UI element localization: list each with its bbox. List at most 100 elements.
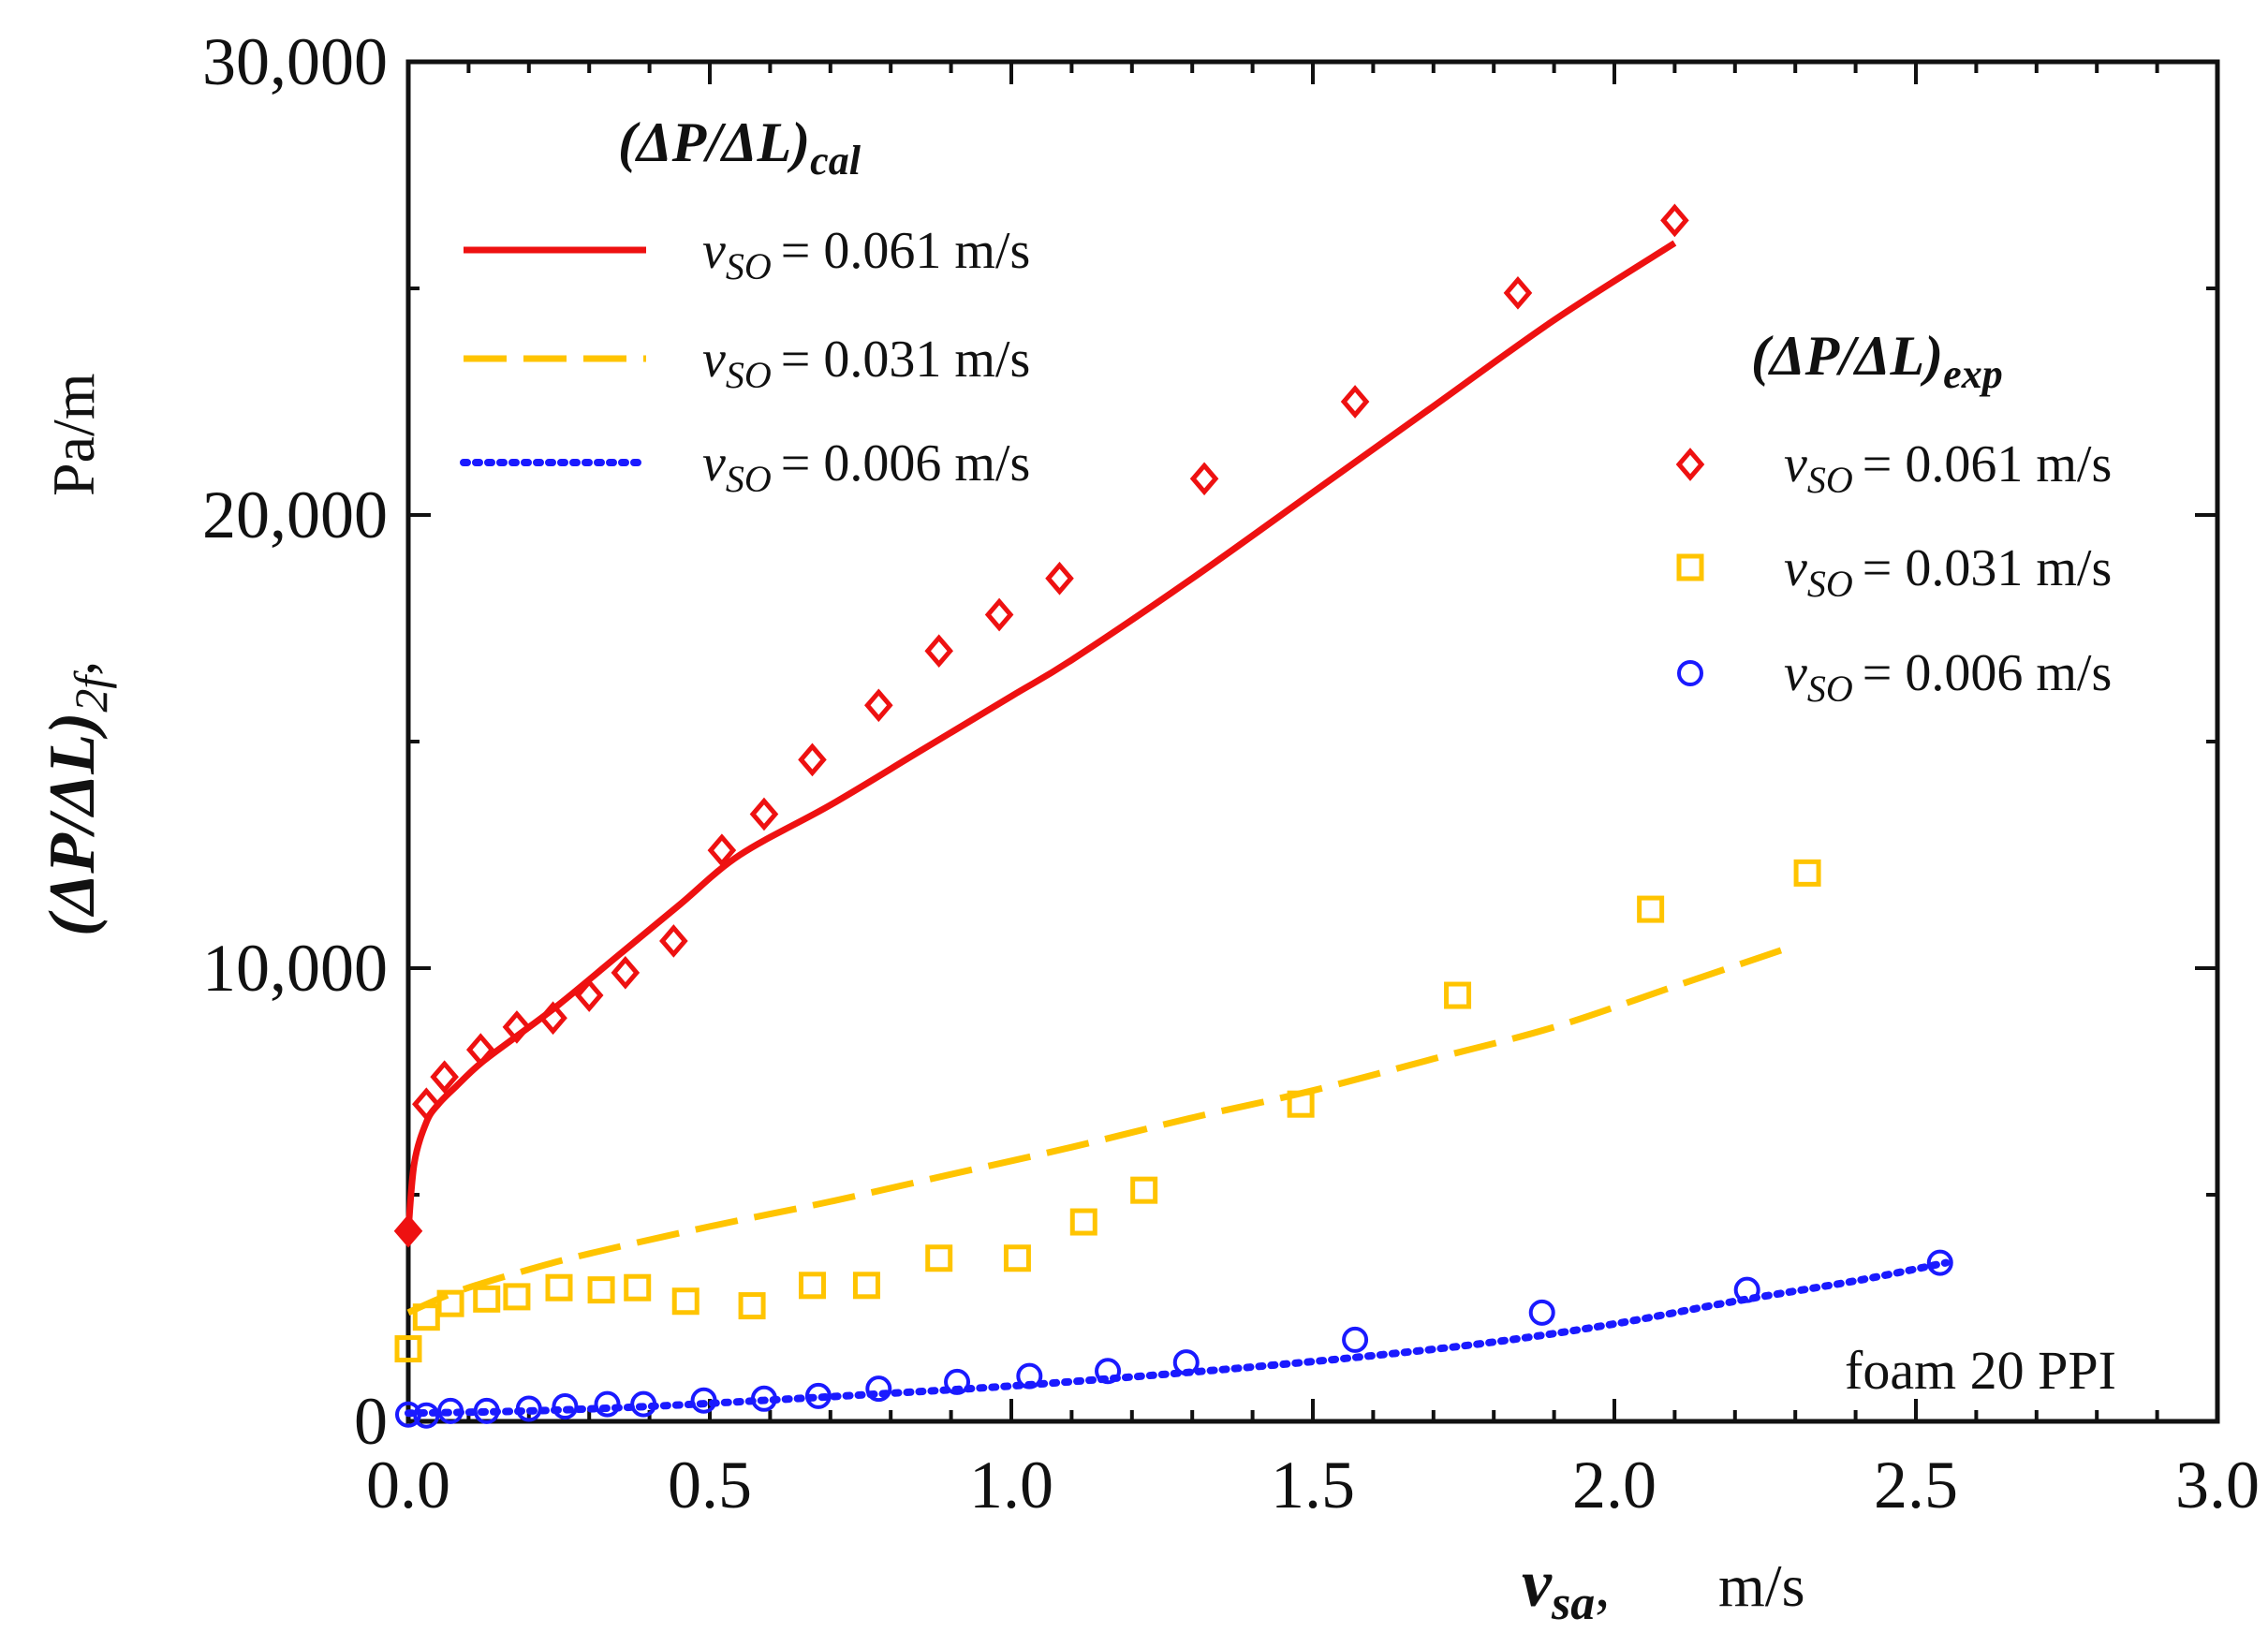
exp-point-diamond-13 <box>924 634 954 669</box>
exp-point-circle-12 <box>944 1368 971 1395</box>
legend-calc-label-1-symbol: v <box>702 331 726 389</box>
legend-exp-marker-diamond <box>1675 448 1705 481</box>
exp-point-square-1 <box>412 1303 440 1331</box>
legend-calc-label-2-sub: SO <box>726 458 772 500</box>
x-tick-label-3: 1.5 <box>1271 1448 1355 1522</box>
y-axis-suffix: , <box>40 661 107 676</box>
exp-point-circle-5 <box>552 1393 579 1420</box>
y-tick-labels: 0 10,000 20,000 30,000 <box>202 24 388 1459</box>
exp-point-square-18 <box>1637 895 1665 923</box>
legend-exp-label-2-value: = 0.006 m/s <box>1863 644 2113 702</box>
legend-exp-label-1: vSO = 0.031 m/s <box>1784 539 2112 605</box>
exp-point-square-6 <box>587 1276 615 1304</box>
exp-point-diamond-2 <box>430 1060 459 1095</box>
exp-point-diamond-4 <box>502 1010 532 1044</box>
exp-point-square-15 <box>1130 1176 1158 1204</box>
exp-point-square-11 <box>852 1272 880 1300</box>
y-axis-unit: Pa/m <box>40 373 107 496</box>
series-markers <box>393 203 1953 1429</box>
x-tick-label-6: 3.0 <box>2175 1448 2260 1522</box>
x-tick-label-5: 2.5 <box>1874 1448 1958 1522</box>
exp-point-diamond-19 <box>1660 203 1689 238</box>
axis-ticks <box>406 60 2219 1423</box>
exp-point-diamond-0 <box>393 1213 423 1248</box>
exp-point-square-13 <box>1003 1244 1031 1272</box>
legend-experimental: (ΔP/ΔL)exp vSO = 0.061 m/s vSO = 0.031 m/s… <box>1675 325 2113 710</box>
legend-calc-label-0-value: = 0.061 m/s <box>781 222 1031 280</box>
x-axis-subscript: sa <box>1551 1577 1595 1630</box>
exp-point-square-19 <box>1793 859 1821 887</box>
legend-calc-title: (ΔP/ΔL)cal <box>618 111 862 184</box>
exp-point-circle-7 <box>630 1390 657 1418</box>
legend-exp-label-1-value: = 0.031 m/s <box>1863 539 2113 597</box>
exp-point-circle-18 <box>1733 1276 1760 1303</box>
legend-exp-label-2: vSO = 0.006 m/s <box>1784 644 2112 710</box>
exp-point-square-14 <box>1069 1208 1097 1236</box>
exp-point-diamond-3 <box>465 1033 495 1066</box>
legend-calc-label-0-sub: SO <box>726 245 772 287</box>
legend-exp-label-0-symbol: v <box>1784 435 1807 493</box>
legend-exp-title-text: (ΔP/ΔL) <box>1751 325 1943 387</box>
exp-point-diamond-7 <box>611 955 641 990</box>
exp-point-circle-9 <box>750 1385 777 1412</box>
calc-line-1 <box>406 942 1797 1316</box>
legend-exp-marker-square <box>1676 553 1704 581</box>
legend-exp-label-0-value: = 0.061 m/s <box>1863 435 2113 493</box>
foam-annotation: foam 20 PPI <box>1845 1340 2116 1401</box>
exp-point-diamond-5 <box>538 1001 567 1036</box>
legend-exp-title: (ΔP/ΔL)exp <box>1751 325 2003 397</box>
series-lines <box>397 240 1951 1418</box>
exp-point-circle-16 <box>1342 1326 1369 1353</box>
exp-point-circle-3 <box>473 1397 500 1424</box>
exp-point-diamond-8 <box>659 924 688 958</box>
exp-point-circle-14 <box>1095 1358 1122 1385</box>
exp-point-square-9 <box>738 1292 766 1320</box>
exp-point-diamond-15 <box>1045 561 1074 596</box>
legend-calc-label-1-value: = 0.031 m/s <box>781 331 1031 389</box>
legend-calc-title-text: (ΔP/ΔL) <box>618 111 810 173</box>
legend-calc-label-0: vSO = 0.061 m/s <box>702 222 1030 287</box>
exp-point-square-5 <box>545 1273 573 1301</box>
exp-point-circle-19 <box>1926 1249 1953 1276</box>
exp-point-circle-15 <box>1172 1349 1200 1376</box>
y-tick-label-3: 30,000 <box>202 24 388 99</box>
exp-point-diamond-14 <box>984 597 1014 632</box>
legend-calc-label-1: vSO = 0.031 m/s <box>702 331 1030 396</box>
legend-calc-title-subscript: cal <box>810 138 862 184</box>
exp-point-diamond-18 <box>1503 275 1533 310</box>
exp-point-square-3 <box>473 1285 501 1313</box>
legend-calc-label-1-sub: SO <box>726 354 772 396</box>
exp-point-diamond-16 <box>1189 462 1219 496</box>
exp-point-diamond-1 <box>412 1087 441 1122</box>
legend-exp-label-1-symbol: v <box>1784 539 1807 597</box>
calc-line-2 <box>405 1258 1951 1418</box>
exp-point-square-8 <box>671 1287 700 1316</box>
exp-point-diamond-6 <box>574 978 604 1012</box>
x-axis-suffix: , <box>1595 1552 1610 1619</box>
x-tick-label-4: 2.0 <box>1572 1448 1657 1522</box>
exp-point-circle-13 <box>1016 1362 1043 1390</box>
legend-exp-label-2-symbol: v <box>1784 644 1807 702</box>
exp-point-circle-2 <box>437 1397 464 1424</box>
exp-point-square-7 <box>624 1273 652 1301</box>
exp-point-square-0 <box>394 1335 422 1363</box>
legend-exp-marker-circle <box>1677 660 1703 686</box>
legend-calc-label-2: vSO = 0.006 m/s <box>702 434 1030 500</box>
calc-line-0 <box>405 240 1677 1232</box>
exp-point-square-12 <box>925 1244 953 1272</box>
exp-point-circle-11 <box>865 1375 892 1403</box>
legend-exp-label-0-sub: SO <box>1807 459 1853 501</box>
y-axis-subscript: 2f <box>65 670 117 713</box>
exp-point-circle-4 <box>515 1395 542 1422</box>
exp-point-circle-0 <box>395 1401 421 1428</box>
legend-calc-label-0-symbol: v <box>702 222 726 280</box>
exp-point-circle-10 <box>804 1382 832 1409</box>
x-axis-title: vsa, <box>1522 1546 1610 1630</box>
y-axis-text: (ΔP/ΔL) <box>37 713 109 936</box>
legend-exp-label-1-sub: SO <box>1807 563 1853 605</box>
exp-point-diamond-9 <box>707 833 737 868</box>
exp-point-square-2 <box>436 1289 464 1317</box>
y-axis-title: (ΔP/ΔL)2f, <box>37 661 117 936</box>
x-tick-label-0: 0.0 <box>366 1448 450 1522</box>
legend-exp-label-2-sub: SO <box>1807 668 1853 710</box>
